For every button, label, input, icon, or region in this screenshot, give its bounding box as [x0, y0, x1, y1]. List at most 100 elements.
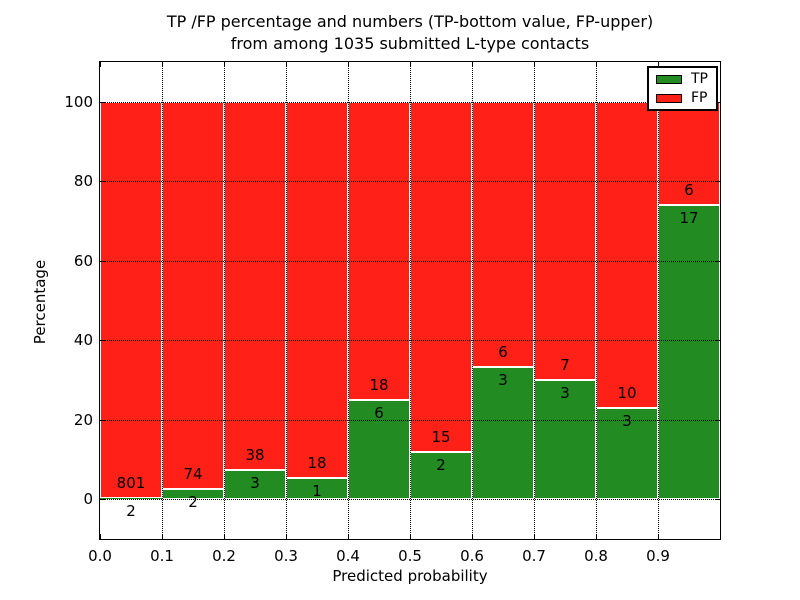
x-tick-mark-top [224, 62, 225, 67]
y-tick-mark-right [715, 340, 720, 342]
y-tick-mark-right [715, 419, 720, 421]
legend-swatch-tp [656, 74, 682, 84]
bar-count-label-fp: 10 [617, 383, 637, 402]
y-tick-label: 60 [73, 251, 93, 270]
bar-segment-fp [286, 101, 348, 479]
x-tick-mark [410, 534, 411, 539]
bar-segment-tp [472, 366, 534, 500]
bar-segment-fp [162, 101, 224, 489]
grid-line-horizontal [100, 181, 720, 183]
chart-title-line2: from among 1035 submitted L-type contact… [230, 34, 590, 53]
bar-count-label-fp: 6 [498, 342, 508, 361]
plot-area: 801 2 74 2 38 3 18 1 18 6 15 2 6 3 7 3 10 3 6 17 [99, 61, 721, 540]
x-tick-mark [162, 534, 163, 539]
x-tick-label: 0.3 [274, 547, 298, 565]
x-tick-label: 0.0 [88, 547, 112, 565]
bar-count-label-tp: 3 [622, 411, 632, 430]
bar-count-label-fp: 15 [431, 428, 451, 447]
x-tick-mark-top [596, 62, 597, 67]
bar-segment-tp [100, 498, 162, 500]
x-tick-label: 0.7 [522, 547, 546, 565]
x-axis-label: Predicted probability [332, 567, 488, 585]
bar-segment-fp [100, 101, 162, 499]
bar-count-label-tp: 17 [679, 209, 699, 228]
grid-line-vertical [596, 62, 597, 539]
x-tick-mark [100, 534, 101, 539]
grid-line-horizontal [100, 499, 720, 501]
legend-label: FP [691, 90, 708, 106]
x-tick-label: 0.9 [646, 547, 670, 565]
bar-count-label-tp: 6 [374, 403, 384, 422]
y-tick-label: 0 [83, 490, 93, 509]
bar-count-label-tp: 2 [188, 492, 198, 511]
grid-line-vertical [534, 62, 535, 539]
chart-title: TP /FP percentage and numbers (TP-bottom… [89, 11, 731, 55]
bar-count-label-tp: 2 [126, 502, 136, 521]
bar-segment-tp [224, 470, 286, 500]
legend-item-fp: FP [656, 91, 708, 105]
legend-label: TP [691, 71, 708, 87]
x-tick-mark-top [286, 62, 287, 67]
grid-line-vertical [348, 62, 349, 539]
x-tick-mark [596, 534, 597, 539]
bar-segment-tp [410, 452, 472, 500]
grid-line-horizontal [100, 101, 720, 103]
bar-count-label-tp: 1 [312, 482, 322, 501]
grid-line-horizontal [100, 340, 720, 342]
bar-segment-fp [472, 101, 534, 367]
grid-line-horizontal [100, 419, 720, 421]
grid-line-vertical [472, 62, 473, 539]
bar-segment-tp [658, 205, 720, 500]
bar-segment-fp [224, 101, 286, 471]
x-tick-mark-top [472, 62, 473, 67]
y-tick-mark [100, 181, 105, 183]
bar-segment-fp [348, 101, 410, 400]
bar-segment-tp [534, 380, 596, 500]
x-tick-mark [224, 534, 225, 539]
y-tick-mark [100, 419, 105, 421]
chart-title-line1: TP /FP percentage and numbers (TP-bottom… [166, 12, 654, 31]
bar-count-label-fp: 18 [307, 454, 327, 473]
grid-line-vertical [162, 62, 163, 539]
x-tick-mark-top [162, 62, 163, 67]
x-tick-mark-top [348, 62, 349, 67]
bar-count-label-fp: 7 [560, 356, 570, 374]
y-tick-label: 20 [73, 410, 93, 429]
x-tick-label: 0.4 [336, 547, 360, 565]
bar-count-label-fp: 6 [684, 181, 694, 200]
bar-count-label-tp: 3 [498, 370, 508, 389]
x-tick-mark-top [534, 62, 535, 67]
y-tick-mark [100, 340, 105, 342]
x-tick-mark-top [100, 62, 101, 67]
bar-count-label-fp: 38 [245, 446, 265, 465]
bar-segment-fp [596, 101, 658, 408]
y-tick-mark-right [715, 260, 720, 262]
x-tick-mark [348, 534, 349, 539]
bar-count-label-fp: 18 [369, 375, 389, 394]
x-tick-label: 0.5 [398, 547, 422, 565]
bar-segment-tp [596, 407, 658, 500]
x-tick-mark [472, 534, 473, 539]
grid-line-vertical [658, 62, 659, 539]
bar-count-label-tp: 3 [250, 474, 260, 493]
y-tick-label: 40 [73, 331, 93, 350]
x-tick-mark [286, 534, 287, 539]
x-tick-label: 0.2 [212, 547, 236, 565]
x-tick-mark [534, 534, 535, 539]
bar-count-label-tp: 2 [436, 456, 446, 475]
x-tick-label: 0.1 [150, 547, 174, 565]
y-tick-label: 80 [73, 172, 93, 191]
x-tick-label: 0.8 [584, 547, 608, 565]
legend-item-tp: TP [656, 72, 708, 86]
y-tick-mark [100, 101, 105, 103]
grid-line-vertical [410, 62, 411, 539]
bar-count-label-fp: 74 [183, 464, 203, 483]
legend-swatch-fp [656, 93, 682, 103]
grid-line-vertical [224, 62, 225, 539]
x-tick-mark [658, 534, 659, 539]
y-tick-label: 100 [64, 92, 93, 111]
x-tick-mark-top [410, 62, 411, 67]
y-tick-mark [100, 499, 105, 501]
y-tick-mark-right [715, 499, 720, 501]
